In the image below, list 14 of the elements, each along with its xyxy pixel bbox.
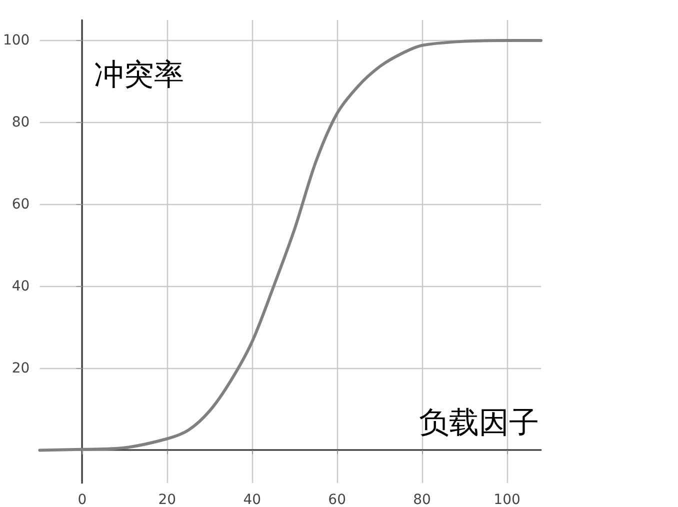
- y-tick-label: 40: [12, 278, 30, 294]
- y-tick-label: 80: [12, 114, 30, 130]
- x-tick-label: 20: [158, 492, 176, 507]
- x-tick-label: 60: [328, 492, 346, 507]
- x-tick-label: 0: [78, 492, 87, 507]
- x-tick-label: 40: [243, 492, 262, 507]
- x-tick-label: 80: [413, 492, 431, 507]
- y-tick-label: 60: [12, 196, 30, 212]
- x-tick-label: 100: [494, 492, 520, 507]
- line-series: [38, 38, 542, 452]
- y-tick-label: 100: [2, 32, 30, 48]
- x-axis-title: 负载因子: [419, 406, 539, 441]
- y-axis-title: 冲突率: [94, 58, 184, 92]
- y-tick-label: 20: [12, 360, 30, 376]
